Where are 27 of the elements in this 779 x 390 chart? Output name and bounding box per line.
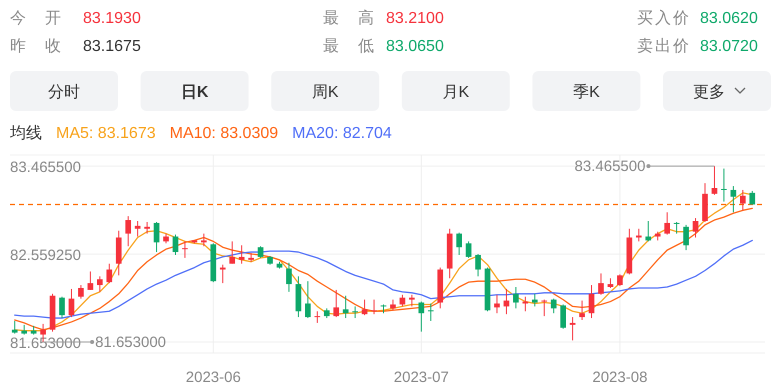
tab: 更多 xyxy=(663,71,771,111)
legend-title: 均线 xyxy=(9,124,42,142)
x-tick-label: 2023-08 xyxy=(592,369,648,386)
text: 83.0720 xyxy=(700,38,758,55)
text: 买入价 xyxy=(637,9,691,27)
tab: 分时 xyxy=(10,71,118,111)
text: MA10: 83.0309 xyxy=(170,125,278,142)
text: 83.0650 xyxy=(386,38,444,55)
tab: 季K xyxy=(532,71,640,111)
text: 今开 xyxy=(10,10,80,27)
text: 83.2100 xyxy=(386,10,444,27)
text: MA5: 83.1673 xyxy=(56,125,156,142)
x-tick-label: 2023-06 xyxy=(186,369,241,386)
annotation: 81.653000 xyxy=(95,334,166,352)
text: 83.1675 xyxy=(83,38,141,55)
annotation: 83.465500 xyxy=(574,158,646,176)
x-tick-label: 2023-07 xyxy=(394,369,449,386)
tab: 周K xyxy=(271,71,380,111)
tab: 日K xyxy=(140,71,249,111)
y-tick-label: 83.465500 xyxy=(10,159,81,176)
text: 83.1930 xyxy=(83,10,141,27)
text: 昨收 xyxy=(10,38,80,55)
text: MA20: 82.704 xyxy=(292,125,392,142)
y-tick-label: 82.559250 xyxy=(10,247,81,264)
text: 83.0620 xyxy=(700,10,758,27)
tab: 月K xyxy=(402,71,510,111)
text: 卖出价 xyxy=(637,37,691,55)
